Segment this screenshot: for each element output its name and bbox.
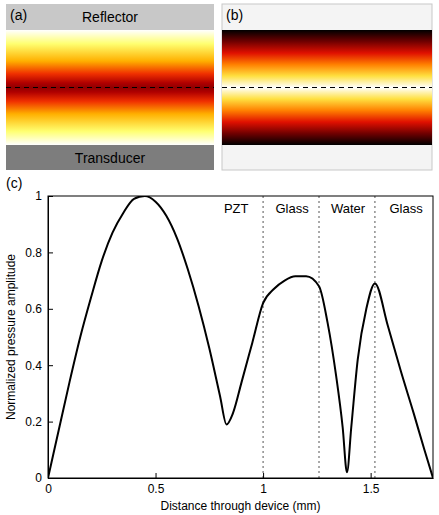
x-tick-mark <box>156 473 157 478</box>
region-label: PZT <box>224 201 249 216</box>
y-tick: 0.6 <box>25 302 53 316</box>
x-tick: 0.5 <box>148 473 165 496</box>
x-tick-label: 1.5 <box>363 482 380 496</box>
y-axis: 0 0.2 0.4 0.6 0.8 1 <box>25 189 53 485</box>
panel-background <box>222 4 432 170</box>
y-tick-mark <box>48 422 53 423</box>
panel-letter: (c) <box>6 175 22 191</box>
plot-frame <box>48 196 433 478</box>
y-axis-title: Normalized pressure amplitude <box>4 254 18 420</box>
y-tick-label: 0.8 <box>25 246 42 260</box>
center-line <box>222 87 432 88</box>
x-tick-label: 1 <box>260 482 267 496</box>
x-tick-mark <box>263 473 264 478</box>
y-tick-label: 0.4 <box>25 359 42 373</box>
y-tick: 1 <box>35 189 53 203</box>
x-axis-title: Distance through device (mm) <box>160 499 320 513</box>
x-tick: 1 <box>260 473 267 496</box>
y-tick-mark <box>48 196 53 197</box>
panel-b: (b) <box>222 4 432 170</box>
y-tick-label: 0.6 <box>25 302 42 316</box>
x-tick: 1.5 <box>363 473 380 496</box>
y-axis-line <box>48 197 49 479</box>
region-boundary <box>319 196 320 478</box>
y-tick-label: 1 <box>35 189 42 203</box>
y-tick-mark <box>48 309 53 310</box>
figure: (a) Reflector Transducer (b) (c) 0 0.5 1 1.5 0 0.2… <box>0 0 439 515</box>
y-tick: 0 <box>35 471 53 485</box>
x-axis: 0 0.5 1 1.5 <box>45 473 433 496</box>
reflector-label: Reflector <box>82 9 138 25</box>
region-label: Glass <box>389 201 423 216</box>
y-tick-label: 0.2 <box>25 415 42 429</box>
x-tick-label: 0 <box>45 482 52 496</box>
y-tick-mark <box>48 252 53 253</box>
region-boundary <box>263 196 264 478</box>
pressure-field <box>6 30 214 145</box>
region-label: Water <box>331 201 366 216</box>
transducer <box>6 145 214 170</box>
panel-letter: (b) <box>226 7 243 23</box>
y-tick-mark <box>48 365 53 366</box>
transducer-label: Transducer <box>75 150 146 166</box>
y-tick-label: 0 <box>35 471 42 485</box>
y-tick: 0.8 <box>25 246 53 260</box>
pressure-field <box>222 30 432 145</box>
reflector <box>6 4 214 30</box>
y-tick: 0.2 <box>25 415 53 429</box>
region-label: Glass <box>276 201 310 216</box>
panel-c: (c) 0 0.5 1 1.5 0 0.2 0.4 0.6 0.8 1 PZT Glass Water Gl… <box>4 175 434 513</box>
region-boundary <box>374 196 375 478</box>
x-axis-line <box>49 478 434 479</box>
panel-letter: (a) <box>10 7 27 23</box>
plot-area <box>48 196 433 478</box>
center-line <box>6 87 214 88</box>
panel-a: (a) Reflector Transducer <box>6 4 214 170</box>
x-tick-mark <box>371 473 372 478</box>
y-tick: 0.4 <box>25 359 53 373</box>
y-tick-mark <box>48 478 53 479</box>
x-tick-label: 0.5 <box>148 482 165 496</box>
data-line <box>48 196 433 478</box>
